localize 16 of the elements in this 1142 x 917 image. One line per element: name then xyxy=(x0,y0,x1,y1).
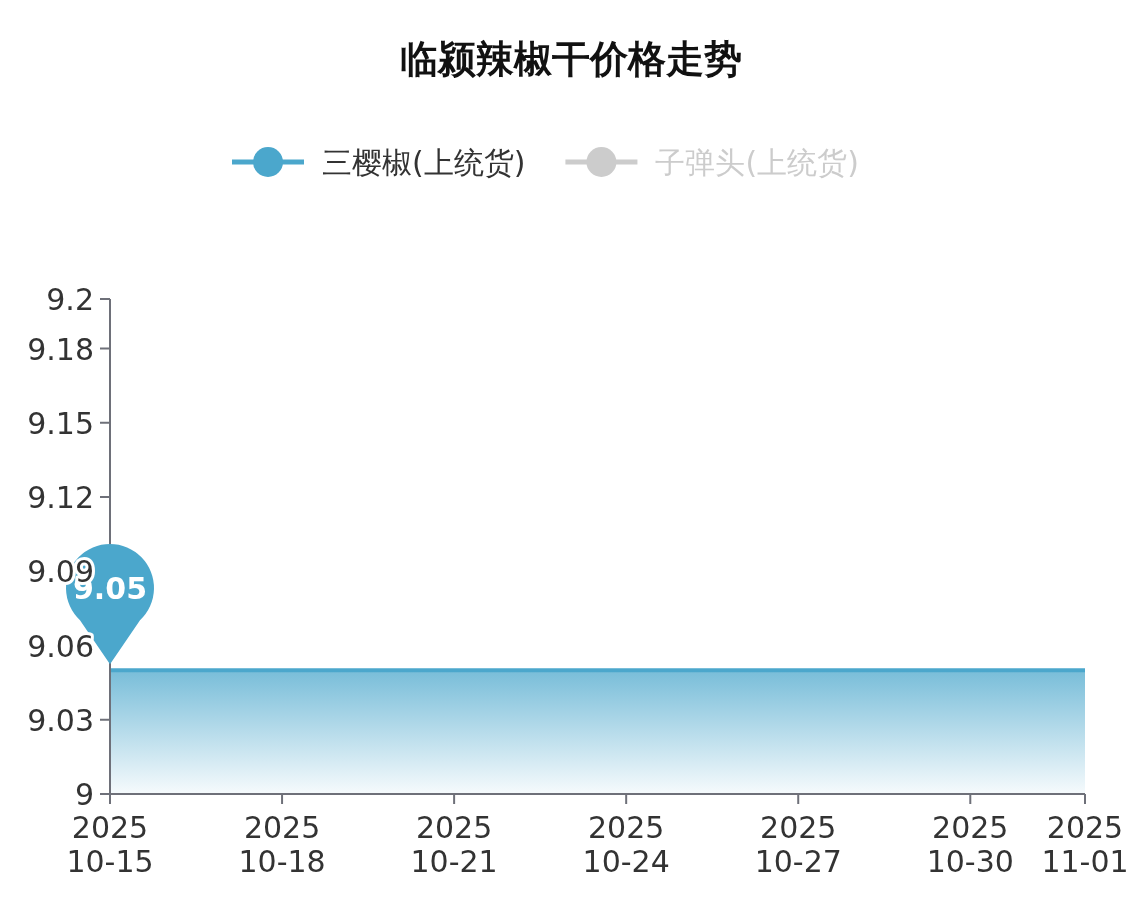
y-tick-label: 9.06 xyxy=(27,628,94,664)
y-tick-label: 9.2 xyxy=(46,282,94,317)
chart-title: 临颍辣椒干价格走势 xyxy=(400,37,742,81)
legend-label: 三樱椒(上统货) xyxy=(322,145,526,180)
y-tick-label: 9.18 xyxy=(27,331,94,367)
y-tick-label: 9.15 xyxy=(27,405,94,441)
x-tick-label: 2025 10-21 xyxy=(410,810,498,879)
x-tick-label: 2025 11-01 xyxy=(1041,810,1129,879)
x-tick-label: 2025 10-15 xyxy=(66,810,154,879)
y-tick-label: 9.12 xyxy=(27,480,94,515)
x-tick-label: 2025 10-30 xyxy=(926,810,1014,879)
y-tick-label: 9 xyxy=(74,777,94,812)
x-tick-label: 2025 10-18 xyxy=(238,810,326,879)
x-tick-label: 2025 10-27 xyxy=(754,810,842,879)
x-tick-label: 2025 10-24 xyxy=(582,810,670,879)
y-tick-label: 9.03 xyxy=(27,702,94,738)
